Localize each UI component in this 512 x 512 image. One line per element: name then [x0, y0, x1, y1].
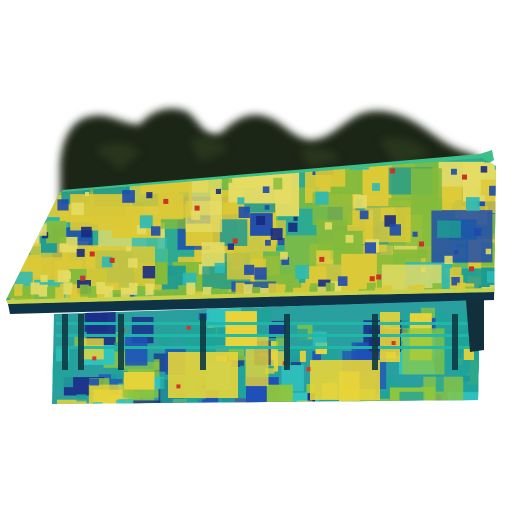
color-patch	[92, 356, 97, 361]
color-patch	[92, 402, 103, 404]
color-patch	[452, 314, 458, 370]
color-patch	[310, 360, 380, 400]
roof-eave	[8, 292, 494, 314]
color-patch	[434, 312, 449, 329]
color-patch	[118, 399, 134, 404]
color-patch	[312, 331, 327, 347]
color-patch	[89, 378, 99, 386]
color-patch	[299, 350, 306, 362]
color-patch	[132, 392, 141, 403]
color-patch	[271, 337, 278, 342]
color-patch	[57, 399, 87, 404]
color-patch	[225, 311, 257, 348]
color-patch	[391, 341, 396, 345]
color-patch	[372, 314, 378, 370]
roof-eave-edge	[6, 288, 494, 304]
color-patch	[76, 394, 87, 402]
color-patch	[116, 370, 128, 379]
color-patch	[218, 394, 236, 404]
color-patch	[387, 374, 395, 385]
color-patch	[463, 346, 474, 360]
color-patch	[200, 314, 206, 370]
color-patch	[312, 351, 321, 362]
color-patch	[56, 334, 476, 337]
color-patch	[221, 398, 258, 404]
veranda-posts	[62, 314, 458, 370]
color-patch	[123, 372, 155, 390]
color-patch	[125, 335, 148, 366]
color-patch	[265, 368, 275, 374]
facade	[52, 300, 480, 404]
color-patch	[52, 369, 60, 375]
veranda-railings	[56, 322, 476, 349]
color-patch	[186, 325, 191, 330]
color-patch	[88, 384, 125, 404]
color-patch	[275, 334, 286, 350]
color-patch	[306, 367, 311, 372]
color-patch	[151, 377, 165, 389]
color-patch	[133, 400, 163, 404]
color-patch	[269, 320, 286, 339]
color-patch	[420, 307, 435, 318]
color-patch	[435, 373, 444, 392]
color-patch	[266, 384, 293, 404]
corner-post-right	[466, 298, 484, 352]
color-patch	[289, 392, 319, 404]
color-patch	[284, 314, 290, 370]
color-patch	[56, 346, 476, 349]
tree-canopy-highlights	[96, 136, 430, 170]
color-patch	[176, 384, 181, 389]
color-patch	[56, 322, 476, 325]
color-patch	[118, 314, 124, 370]
color-patch	[240, 365, 246, 377]
color-patch	[159, 330, 174, 345]
color-patch	[62, 314, 68, 370]
color-patch	[78, 314, 84, 370]
